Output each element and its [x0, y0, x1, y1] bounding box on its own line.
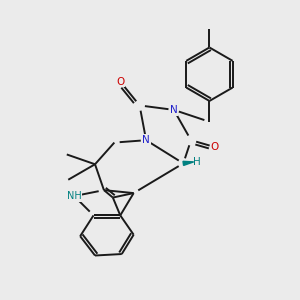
Text: H: H — [193, 157, 200, 167]
Text: O: O — [116, 76, 124, 87]
Text: N: N — [170, 105, 178, 115]
Polygon shape — [183, 161, 194, 165]
Text: N: N — [142, 135, 150, 145]
Text: O: O — [211, 142, 219, 152]
Text: NH: NH — [67, 191, 82, 201]
